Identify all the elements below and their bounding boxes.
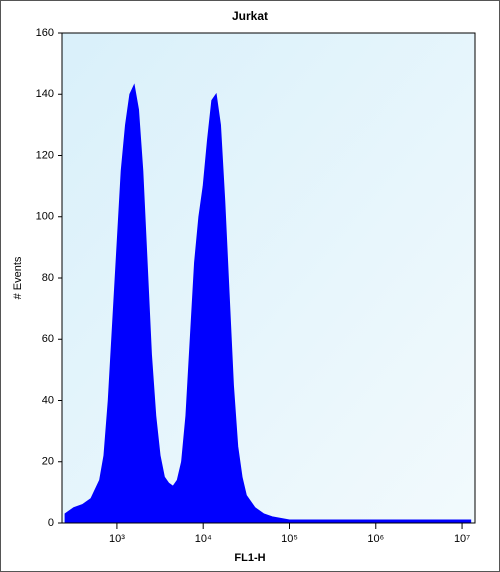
chart-title: Jurkat [232, 9, 268, 23]
y-tick-label: 0 [48, 517, 54, 529]
y-tick-label: 140 [36, 88, 54, 100]
plot-border [61, 32, 476, 524]
x-axis-label: FL1-H [234, 552, 265, 564]
y-tick-label: 40 [42, 394, 54, 406]
x-tick-label: 10⁷ [454, 533, 470, 545]
x-tick-label: 10³ [109, 533, 125, 545]
y-tick-label: 20 [42, 456, 54, 468]
x-tick-label: 10⁵ [281, 533, 298, 545]
x-tick-label: 10⁴ [195, 533, 212, 545]
y-axis-label: # Events [12, 256, 24, 299]
y-tick-label: 160 [36, 27, 54, 39]
y-tick-label: 120 [36, 149, 54, 161]
y-tick-label: 100 [36, 211, 54, 223]
x-tick-label: 10⁶ [367, 533, 384, 545]
y-tick-label: 80 [42, 272, 54, 284]
y-tick-label: 60 [42, 333, 54, 345]
histogram-area [64, 83, 472, 524]
